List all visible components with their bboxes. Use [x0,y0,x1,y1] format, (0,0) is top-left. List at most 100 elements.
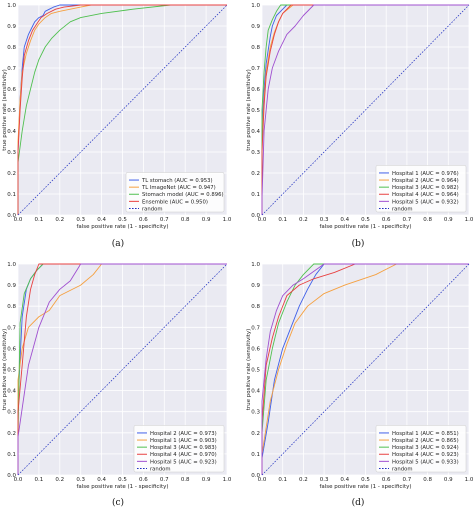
legend-label: Stomach model (AUC = 0.896) [142,192,224,198]
y-tick-label: 0.7 [251,325,260,331]
y-tick-label: 0.4 [251,129,260,135]
x-tick-label: 0.7 [160,217,169,223]
roc-line-random [261,4,470,216]
legend-label: Hospital 5 (AUC = 0.933) [392,459,459,465]
x-tick-label: 0.4 [97,217,106,223]
legend-box [375,425,467,473]
x-tick-label: 0.3 [320,217,329,223]
y-tick-label: 0.8 [251,45,260,51]
roc-line-series-2 [17,4,227,215]
roc-line-random [17,4,228,216]
x-tick-label: 0.8 [181,217,190,223]
x-axis-label: false positive rate (1 - specificity) [76,484,168,490]
panel-caption: (a) [112,238,124,249]
y-tick-label: 0.0 [251,473,260,479]
roc-line-series-4 [17,4,227,215]
legend-box [125,172,225,213]
y-tick-label: 0.9 [251,283,260,289]
roc-line-series-3 [261,4,469,215]
legend-label: random [392,206,413,212]
x-tick-label: 0.0 [258,477,267,483]
legend-label: Hospital 2 (AUC = 0.964) [392,178,459,184]
x-tick-label: 0.8 [423,477,432,483]
roc-line-series-4 [261,263,469,475]
roc-line-series-1 [261,4,469,215]
legend-label: Hospital 1 (AUC = 0.851) [392,431,459,437]
roc-line-series-5 [17,263,227,475]
legend-label: random [392,466,413,472]
x-tick-label: 0.2 [55,477,64,483]
roc-line-random [17,263,228,476]
x-tick-label: 0.2 [299,217,308,223]
x-tick-label: 0.3 [76,477,85,483]
x-tick-label: 0.3 [320,477,329,483]
x-tick-label: 0.1 [278,217,287,223]
legend-label: Hospital 3 (AUC = 0.924) [392,445,459,451]
x-tick-label: 0.9 [444,217,453,223]
y-tick-label: 0.1 [251,192,260,198]
y-tick-label: 0.3 [251,410,260,416]
y-tick-label: 0.3 [7,150,16,156]
y-tick-label: 0.1 [251,452,260,458]
y-tick-label: 0.7 [251,66,260,72]
x-tick-label: 0.8 [423,217,432,223]
x-tick-label: 0.1 [278,477,287,483]
y-tick-label: 0.7 [7,66,16,72]
y-axis-label: true positive rate (sensitivity) [246,69,252,151]
panel-caption: (c) [112,497,124,508]
roc-panel-3: 0.0 0.1 0.2 0.3 0.4 0.5 0.6 0.7 0.8 0.9 1.0 0.0 0.1 0… [2,262,232,490]
panel-caption: (b) [352,238,365,249]
y-tick-label: 0.5 [7,368,16,374]
roc-line-series-2 [261,263,469,475]
y-tick-label: 0.4 [7,389,16,395]
x-tick-label: 0.1 [35,217,44,223]
legend-label: Hospital 4 (AUC = 0.923) [392,452,459,458]
y-axis-label: true positive rate (sensitivity) [2,329,8,411]
legend-label: Hospital 2 (AUC = 0.973) [150,431,217,437]
y-tick-label: 1.0 [7,3,16,9]
y-tick-label: 0.5 [7,108,16,114]
legend: Hospital 1 (AUC = 0.976)Hospital 2 (AUC … [375,165,467,212]
legend: Hospital 2 (AUC = 0.973)Hospital 1 (AUC … [133,425,225,472]
legend-label: random [150,466,171,472]
roc-panel-4: 0.0 0.1 0.2 0.3 0.4 0.5 0.6 0.7 0.8 0.9 1.0 0.0 0.1 0… [246,262,474,490]
roc-line-series-2 [17,263,227,475]
x-tick-label: 0.5 [118,477,127,483]
y-tick-label: 1.0 [251,3,260,9]
y-tick-label: 0.4 [251,389,260,395]
legend-label: Hospital 2 (AUC = 0.865) [392,438,459,444]
y-tick-label: 0.2 [251,171,260,177]
x-tick-label: 0.5 [118,217,127,223]
x-tick-label: 0.6 [139,217,148,223]
x-tick-label: 0.0 [14,217,23,223]
y-tick-label: 0.0 [251,213,260,219]
legend-label: Hospital 4 (AUC = 0.970) [150,452,217,458]
x-tick-label: 0.3 [76,217,85,223]
roc-line-series-3 [17,4,227,215]
roc-line-random [261,263,470,476]
y-tick-label: 0.8 [7,304,16,310]
roc-line-series-3 [261,263,469,475]
y-tick-label: 0.1 [7,192,16,198]
y-tick-label: 0.6 [251,87,260,93]
y-tick-label: 0.8 [251,304,260,310]
y-tick-label: 0.0 [7,213,16,219]
x-tick-label: 0.4 [340,217,349,223]
legend-label: Hospital 3 (AUC = 0.983) [150,445,217,451]
roc-line-series-5 [261,4,469,215]
x-tick-label: 0.2 [55,217,64,223]
x-tick-label: 0.0 [14,477,23,483]
x-tick-label: 0.9 [444,477,453,483]
legend-label: Hospital 4 (AUC = 0.964) [392,192,459,198]
panel-caption: (d) [352,497,365,508]
x-tick-label: 0.4 [97,477,106,483]
x-tick-label: 0.7 [403,217,412,223]
y-tick-label: 0.3 [7,410,16,416]
y-tick-label: 0.7 [7,325,16,331]
legend-label: Hospital 5 (AUC = 0.932) [392,199,459,205]
x-tick-label: 0.0 [258,217,267,223]
x-tick-label: 0.8 [181,477,190,483]
y-axis-label: true positive rate (sensitivity) [246,329,252,411]
legend-label: random [142,206,163,212]
x-tick-label: 0.7 [160,477,169,483]
